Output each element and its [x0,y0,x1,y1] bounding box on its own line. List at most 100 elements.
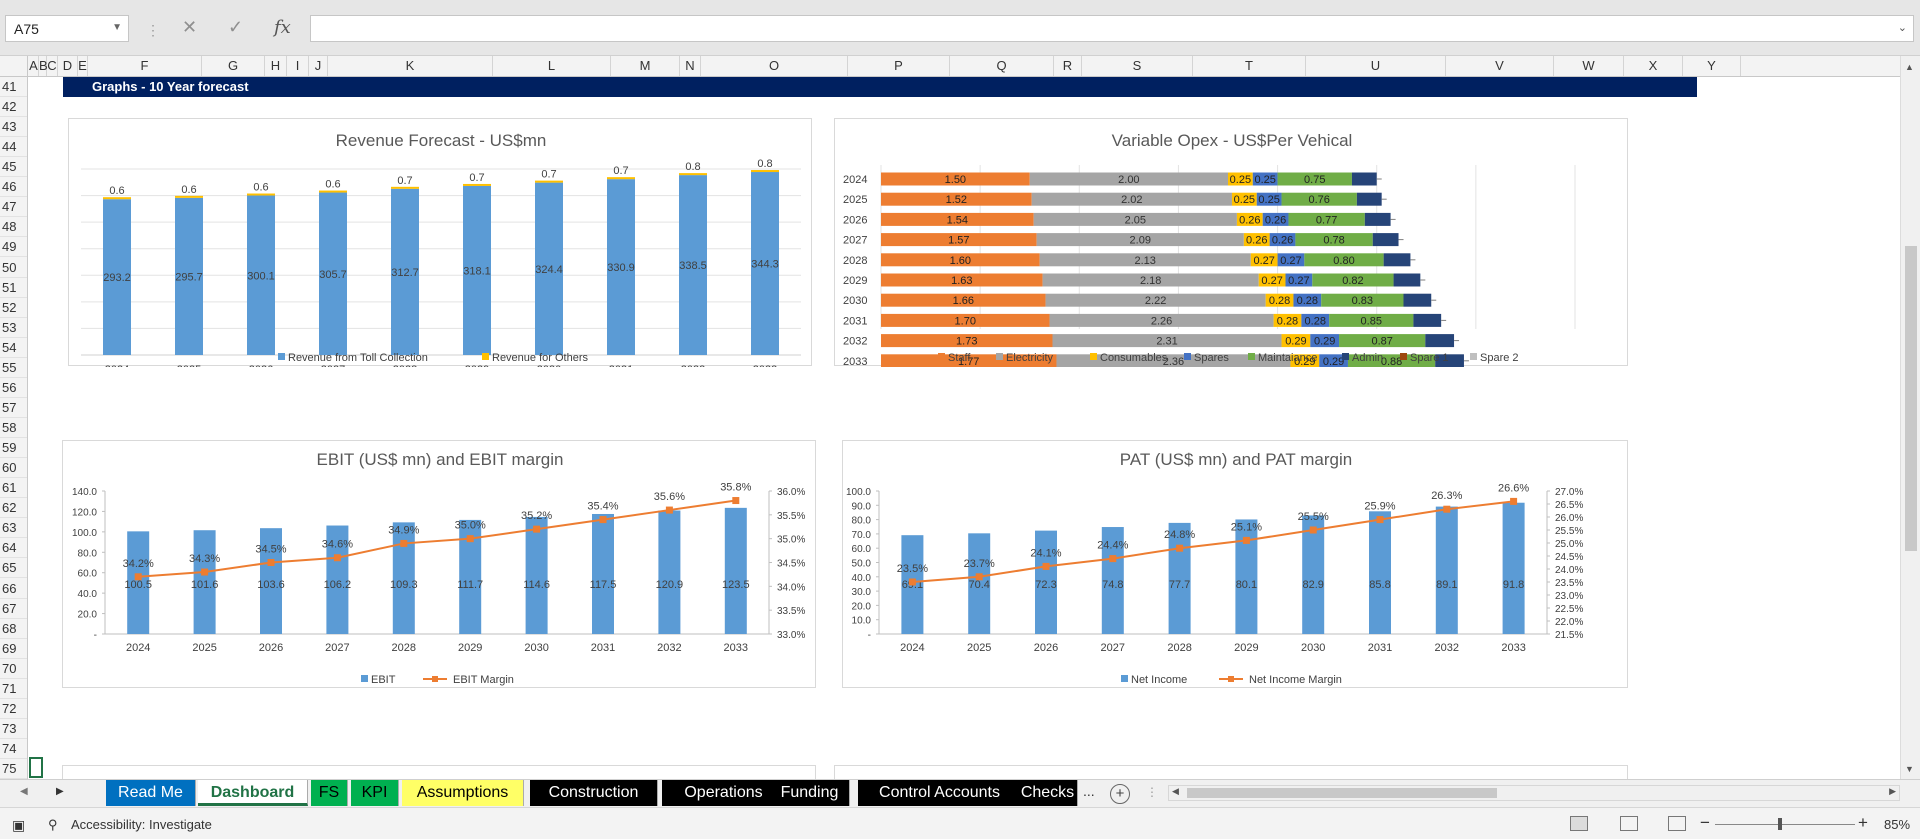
column-header[interactable]: A [29,56,39,76]
expand-formula-bar-icon[interactable]: ⌄ [1897,22,1907,34]
column-header[interactable]: G [202,56,265,76]
zoom-out-button[interactable]: − [1700,813,1710,832]
zoom-in-button[interactable]: + [1858,813,1868,832]
column-header[interactable]: W [1554,56,1624,76]
ebit-margin-chart[interactable]: EBIT (US$ mn) and EBIT margin - 20.0 40.0 60… [62,440,816,688]
sheet-tab[interactable]: Control Accounts [858,780,1022,806]
row-header[interactable]: 73 [0,719,27,739]
row-header[interactable]: 54 [0,338,27,358]
sheet-tab[interactable]: Read Me [106,780,196,806]
pat-margin-chart[interactable]: PAT (US$ mn) and PAT margin - 10.0 20.0 30.0… [842,440,1628,688]
row-header[interactable]: 74 [0,739,27,759]
column-header[interactable]: X [1624,56,1683,76]
column-header[interactable]: O [701,56,848,76]
sheet-tab[interactable]: Assumptions [402,780,524,806]
zoom-level[interactable]: 85% [1884,817,1911,832]
select-all-corner[interactable] [0,56,28,76]
row-header[interactable]: 64 [0,538,27,559]
column-header[interactable]: F [88,56,202,76]
row-header[interactable]: 62 [0,498,27,519]
name-box-dropdown-icon[interactable]: ▼ [112,22,122,33]
scroll-right-icon[interactable]: ▶ [1889,786,1896,796]
column-header[interactable]: I [287,56,309,76]
column-header[interactable]: R [1054,56,1082,76]
sheet-tab[interactable]: Construction [530,780,658,806]
column-header[interactable]: P [848,56,950,76]
row-header[interactable]: 71 [0,679,27,699]
row-header[interactable]: 58 [0,418,27,439]
cancel-icon[interactable]: ✕ [182,17,198,37]
column-header[interactable]: K [328,56,493,76]
accessibility-status[interactable]: Accessibility: Investigate [71,817,212,832]
column-header[interactable]: Y [1683,56,1741,76]
row-header[interactable]: 46 [0,177,27,198]
page-break-view-button[interactable] [1668,816,1686,831]
variable-opex-chart[interactable]: Variable Opex - US$Per Vehical 2024 1.50 2.… [834,118,1628,367]
row-header[interactable]: 65 [0,558,27,579]
sheet-tab[interactable]: Funding [770,780,850,806]
vertical-scrollbar[interactable]: ▲ ▼ [1900,56,1920,779]
column-header[interactable]: S [1082,56,1193,76]
row-header[interactable]: 69 [0,639,27,659]
row-header[interactable]: 48 [0,217,27,238]
column-header[interactable]: U [1306,56,1446,76]
sheet-tab[interactable]: Operations [662,780,786,806]
row-header[interactable]: 68 [0,619,27,639]
row-header[interactable]: 43 [0,117,27,138]
row-header[interactable]: 56 [0,378,27,398]
page-layout-view-button[interactable] [1620,816,1638,831]
row-header[interactable]: 72 [0,699,27,719]
column-header[interactable]: B [39,56,48,76]
row-header[interactable]: 67 [0,599,27,619]
row-header[interactable]: 52 [0,298,27,318]
accessibility-icon[interactable]: ⚲ [48,817,58,832]
column-header[interactable]: L [493,56,611,76]
row-header[interactable]: 41 [0,77,27,97]
column-header[interactable]: V [1446,56,1554,76]
row-header[interactable]: 61 [0,478,27,499]
horizontal-scrollbar[interactable]: ◀ ▶ [1168,785,1900,801]
row-header[interactable]: 45 [0,157,27,178]
row-header[interactable]: 75 [0,759,27,780]
more-tabs-icon[interactable]: ... [1083,783,1095,799]
row-header[interactable]: 53 [0,318,27,338]
selected-cell-a75[interactable] [29,757,43,778]
column-header[interactable]: N [680,56,701,76]
column-header[interactable]: D [58,56,78,76]
sheet-tab[interactable]: KPI [351,780,399,806]
tab-scroll-left-icon[interactable]: ◀ [20,786,28,797]
row-header[interactable]: 42 [0,97,27,118]
sheet-tab[interactable]: Dashboard [198,780,308,806]
formula-input[interactable]: ⌄ [310,15,1914,42]
sheet-tab[interactable]: FS [311,780,348,806]
row-header[interactable]: 60 [0,458,27,479]
insert-function-icon[interactable]: fx [274,17,291,38]
column-header[interactable]: T [1193,56,1306,76]
scroll-left-icon[interactable]: ◀ [1172,786,1179,796]
row-header[interactable]: 63 [0,518,27,539]
macro-record-icon[interactable]: ▣ [12,817,26,833]
row-header[interactable]: 66 [0,579,27,599]
row-header[interactable]: 55 [0,358,27,378]
row-header[interactable]: 70 [0,659,27,679]
name-box[interactable]: A75 ▼ [5,15,129,42]
row-header[interactable]: 57 [0,398,27,418]
enter-icon[interactable]: ✓ [228,17,244,37]
sheet-tab[interactable]: Checks [1018,780,1078,806]
horizontal-scroll-thumb[interactable] [1187,788,1497,798]
column-header[interactable]: Q [950,56,1054,76]
zoom-slider[interactable] [1715,818,1855,830]
zoom-slider-knob[interactable] [1778,818,1782,830]
row-header[interactable]: 59 [0,438,27,459]
tab-splitter-icon[interactable]: ⋮ [1146,785,1158,799]
column-header[interactable]: H [265,56,287,76]
add-sheet-button[interactable]: + [1110,784,1130,804]
row-header[interactable]: 50 [0,258,27,278]
column-header[interactable]: E [78,56,88,76]
revenue-forecast-chart[interactable]: Revenue Forecast - US$mn 293.2 0.6 2024 295.… [68,118,812,367]
scroll-down-icon[interactable]: ▼ [1905,764,1914,774]
row-header[interactable]: 47 [0,197,27,218]
column-header[interactable]: J [309,56,328,76]
vertical-scroll-thumb[interactable] [1905,246,1917,551]
row-header[interactable]: 51 [0,278,27,298]
